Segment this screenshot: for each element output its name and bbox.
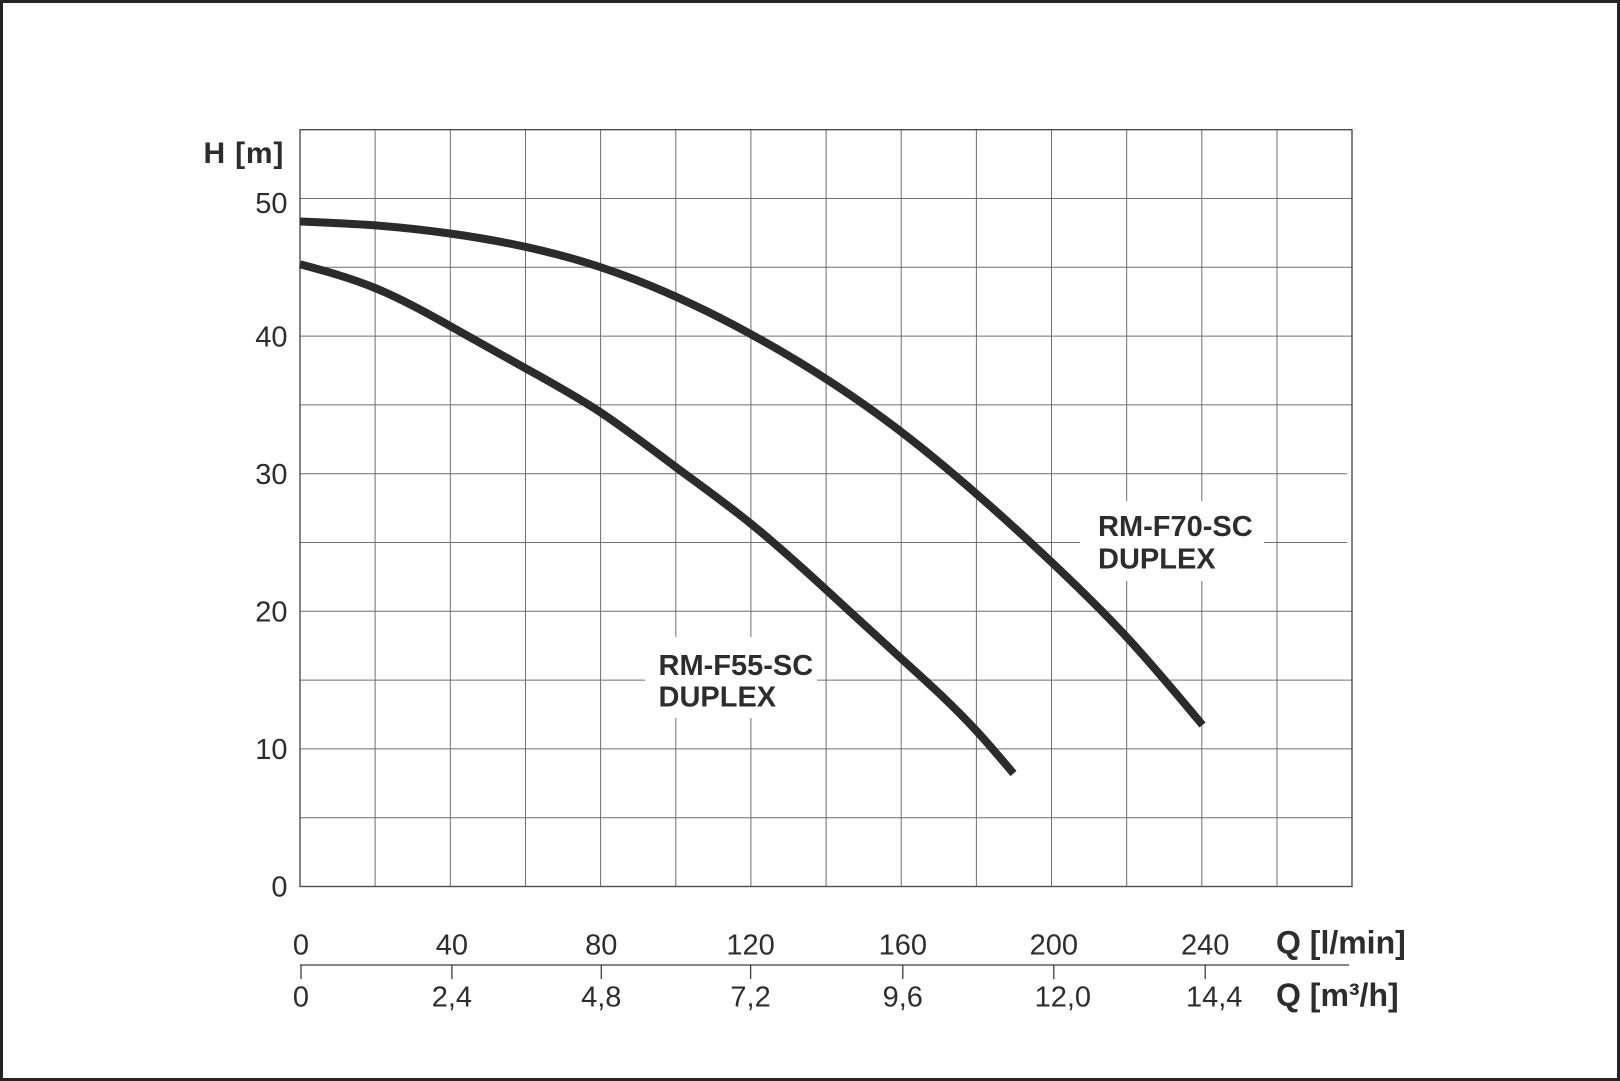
svg-text:0: 0 xyxy=(293,929,309,961)
svg-text:14,4: 14,4 xyxy=(1186,982,1242,1014)
svg-text:4,8: 4,8 xyxy=(581,982,621,1014)
svg-text:RM-F70-SC: RM-F70-SC xyxy=(1098,511,1253,543)
svg-text:0: 0 xyxy=(271,872,287,904)
svg-text:12,0: 12,0 xyxy=(1035,982,1091,1014)
svg-text:DUPLEX: DUPLEX xyxy=(1098,543,1216,575)
svg-text:7,2: 7,2 xyxy=(730,982,770,1014)
svg-text:2,4: 2,4 xyxy=(432,982,472,1014)
svg-text:DUPLEX: DUPLEX xyxy=(659,682,777,714)
svg-text:Q [l/min]: Q [l/min] xyxy=(1276,925,1406,961)
svg-text:10: 10 xyxy=(255,734,287,766)
svg-text:40: 40 xyxy=(255,321,287,353)
svg-text:30: 30 xyxy=(255,459,287,491)
svg-text:240: 240 xyxy=(1181,929,1229,961)
svg-text:50: 50 xyxy=(255,188,287,220)
svg-text:200: 200 xyxy=(1030,929,1078,961)
svg-text:160: 160 xyxy=(879,929,927,961)
svg-text:RM-F55-SC: RM-F55-SC xyxy=(659,650,814,682)
svg-text:40: 40 xyxy=(436,929,468,961)
svg-text:0: 0 xyxy=(293,982,309,1014)
svg-text:H [m]: H [m] xyxy=(204,137,285,170)
svg-text:9,6: 9,6 xyxy=(883,982,923,1014)
svg-text:120: 120 xyxy=(726,929,774,961)
svg-text:80: 80 xyxy=(585,929,617,961)
svg-text:20: 20 xyxy=(255,597,287,629)
svg-text:Q [m³/h]: Q [m³/h] xyxy=(1276,977,1399,1013)
